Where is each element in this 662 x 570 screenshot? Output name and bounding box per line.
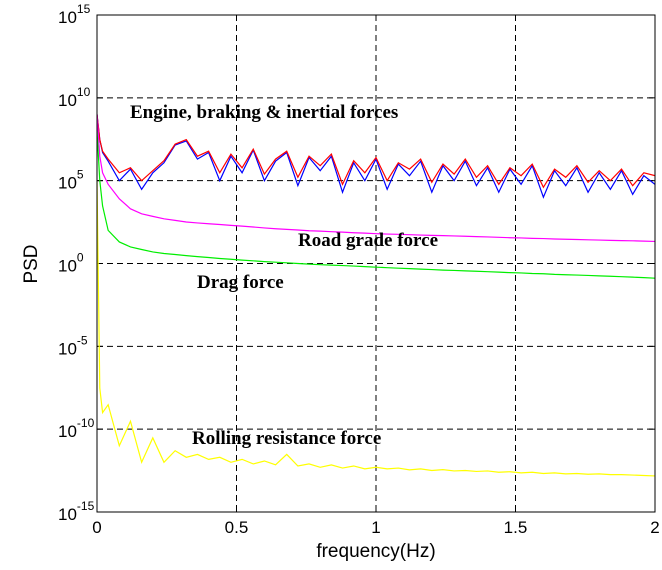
y-tick-exponent: 10 <box>77 85 91 99</box>
y-tick-base: 10 <box>58 174 77 193</box>
y-tick-label: 100 <box>58 251 84 276</box>
series-label: Road grade force <box>298 230 438 251</box>
plot-frame <box>96 14 656 513</box>
x-tick-label: 0.5 <box>225 518 249 537</box>
y-tick-label: 10-5 <box>58 333 88 358</box>
series-line <box>97 180 655 477</box>
series-line <box>97 130 655 279</box>
series-line <box>97 114 655 243</box>
y-tick-base: 10 <box>58 257 77 276</box>
y-axis-label: PSD <box>21 244 42 283</box>
y-tick-label: 1015 <box>58 2 91 27</box>
y-tick-label: 105 <box>58 168 84 193</box>
x-axis-label: frequency(Hz) <box>316 541 435 562</box>
y-tick-label: 1010 <box>58 85 91 110</box>
plot-lines <box>97 114 655 477</box>
series-line <box>97 114 655 199</box>
y-tick-exponent: -5 <box>77 333 88 347</box>
series-label: Rolling resistance force <box>192 428 381 449</box>
y-tick-exponent: 5 <box>77 168 84 182</box>
x-tick-label: 1 <box>371 518 380 537</box>
y-tick-base: 10 <box>58 91 77 110</box>
series-label: Engine, braking & inertial forces <box>130 102 398 123</box>
y-tick-base: 10 <box>58 339 77 358</box>
y-tick-base: 10 <box>58 8 77 27</box>
y-tick-label: 10-15 <box>58 499 95 524</box>
series-label: Drag force <box>197 272 284 293</box>
y-tick-label: 10-10 <box>58 416 95 441</box>
y-tick-exponent: 15 <box>77 2 91 16</box>
x-tick-label: 1.5 <box>504 518 528 537</box>
y-tick-exponent: -10 <box>77 416 95 430</box>
series-line <box>97 114 655 189</box>
x-tick-label: 0 <box>92 518 101 537</box>
y-tick-base: 10 <box>58 505 77 524</box>
y-tick-exponent: 0 <box>77 251 84 265</box>
x-tick-label: 2 <box>650 518 659 537</box>
y-tick-base: 10 <box>58 422 77 441</box>
y-tick-exponent: -15 <box>77 499 95 513</box>
